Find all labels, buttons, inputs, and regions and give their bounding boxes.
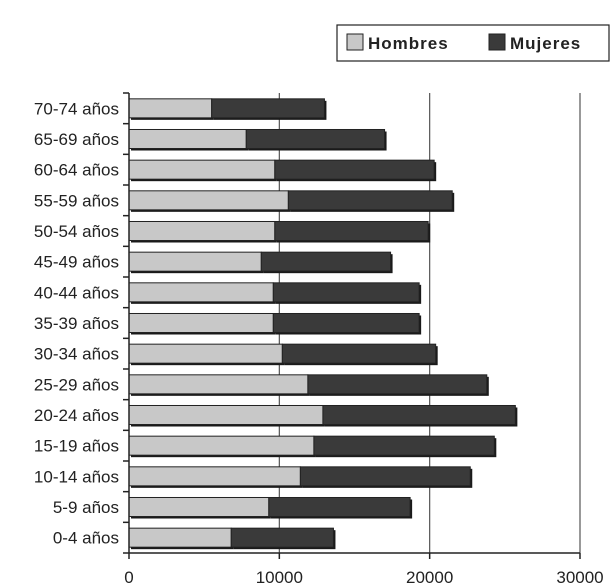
bar-hombres-9: [128, 251, 262, 272]
bar-mujeres-2: [299, 466, 471, 487]
x-tick-label-1: 10000: [256, 568, 303, 586]
bar-hombres-14: [128, 98, 213, 119]
category-label-5: 25-29 años: [34, 375, 119, 394]
category-label-12: 60-64 años: [34, 161, 119, 180]
category-label-6: 30-34 años: [34, 345, 119, 364]
legend-label-hombres: Hombres: [368, 34, 449, 53]
category-label-4: 20-24 años: [34, 406, 119, 425]
bar-mujeres-5: [307, 374, 488, 395]
bar-mujeres-13: [245, 128, 386, 150]
category-label-2: 10-14 años: [34, 467, 119, 486]
bar-hombres-1: [128, 496, 270, 518]
bar-mujeres-4: [322, 404, 516, 426]
bar-mujeres-11: [287, 190, 453, 211]
category-label-1: 5-9 años: [53, 498, 119, 517]
bar-hombres-3: [128, 435, 315, 456]
bar-mujeres-12: [274, 159, 435, 180]
bar-hombres-11: [128, 190, 289, 211]
bar-mujeres-8: [272, 282, 420, 303]
bar-hombres-10: [128, 220, 276, 242]
bar-mujeres-7: [272, 312, 420, 334]
axes: [123, 92, 581, 559]
bar-mujeres-0: [230, 527, 334, 548]
tick-labels: 0 10000 20000 30000: [124, 568, 603, 586]
category-label-11: 55-59 años: [34, 191, 119, 210]
category-label-9: 45-49 años: [34, 253, 119, 272]
bar-hombres-2: [128, 466, 301, 487]
category-label-8: 40-44 años: [34, 283, 119, 302]
legend-label-mujeres: Mujeres: [510, 34, 581, 53]
bar-hombres-5: [128, 374, 309, 395]
legend-swatch-mujeres: [488, 33, 506, 51]
category-label-14: 70-74 años: [34, 99, 119, 118]
x-tick-label-0: 0: [124, 568, 133, 586]
legend-swatch-hombres: [346, 33, 364, 51]
legend: Hombres Mujeres: [336, 24, 610, 62]
bar-hombres-13: [128, 128, 247, 150]
x-tick-label-2: 20000: [406, 568, 453, 586]
bar-hombres-7: [128, 312, 274, 334]
bar-hombres-6: [128, 343, 283, 364]
bar-mujeres-10: [274, 220, 429, 242]
category-label-3: 15-19 años: [34, 437, 119, 456]
legend-box: [336, 24, 610, 62]
bar-mujeres-6: [281, 343, 437, 364]
category-label-0: 0-4 años: [53, 529, 119, 548]
bar-mujeres-3: [313, 435, 495, 456]
bars: [128, 98, 518, 550]
x-tick-label-3: 30000: [556, 568, 603, 586]
bar-mujeres-14: [211, 98, 325, 119]
category-label-10: 50-54 años: [34, 222, 119, 241]
category-label-7: 35-39 años: [34, 314, 119, 333]
bar-mujeres-1: [268, 496, 411, 518]
bar-hombres-12: [128, 159, 276, 180]
bar-mujeres-9: [260, 251, 392, 272]
bar-hombres-8: [128, 282, 274, 303]
bar-hombres-0: [128, 527, 232, 548]
bar-hombres-4: [128, 404, 324, 426]
category-label-13: 65-69 años: [34, 130, 119, 149]
category-labels: 0-4 años 5-9 años 10-14 años 15-19 años 20-2…: [34, 99, 119, 547]
